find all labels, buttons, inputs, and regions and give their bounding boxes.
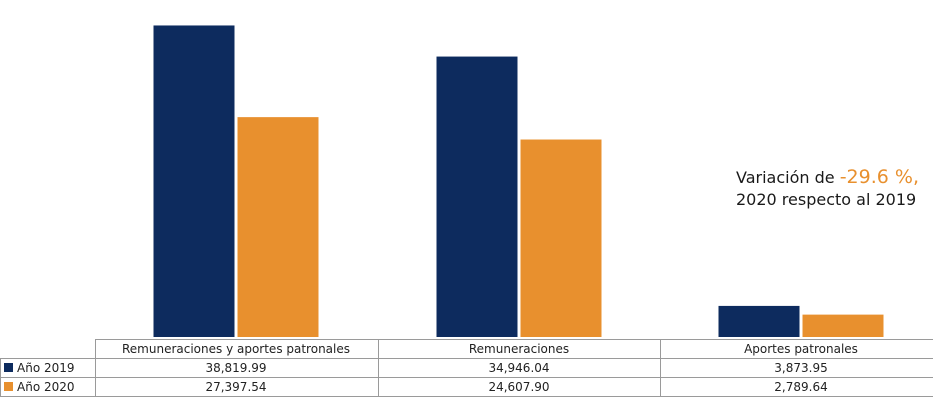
data-label: 3,873.95 xyxy=(774,361,827,375)
legend-label-2020: Año 2020 xyxy=(17,380,75,394)
data-label: 27,397.54 xyxy=(205,380,266,394)
legend-swatch-2019 xyxy=(4,363,13,372)
category-label: Aportes patronales xyxy=(744,342,858,356)
bar-2020-1 xyxy=(237,117,319,338)
category-label: Remuneraciones y aportes patronales xyxy=(122,342,350,356)
bar-2020-2 xyxy=(520,139,602,337)
variation-annotation: Variación de -29.6 %, 2020 respecto al 2… xyxy=(736,166,919,211)
data-label: 38,819.99 xyxy=(205,361,266,375)
variation-prefix: Variación de xyxy=(736,168,840,187)
variation-line-2: 2020 respecto al 2019 xyxy=(736,190,917,209)
legend-swatch-2020 xyxy=(4,382,13,391)
bar-2019-3 xyxy=(718,305,800,337)
variation-value: -29.6 %, xyxy=(839,166,919,188)
data-label: 24,607.90 xyxy=(488,380,549,394)
data-label: 2,789.64 xyxy=(774,380,827,394)
data-label: 34,946.04 xyxy=(488,361,549,375)
category-label: Remuneraciones xyxy=(469,342,569,356)
variation-line-1: Variación de -29.6 %, xyxy=(736,166,919,189)
bar-2019-2 xyxy=(436,56,518,337)
bar-2019-1 xyxy=(153,25,235,338)
data-table-grid xyxy=(0,339,933,397)
legend-label-2019: Año 2019 xyxy=(17,361,75,375)
bar-2020-3 xyxy=(802,314,884,337)
